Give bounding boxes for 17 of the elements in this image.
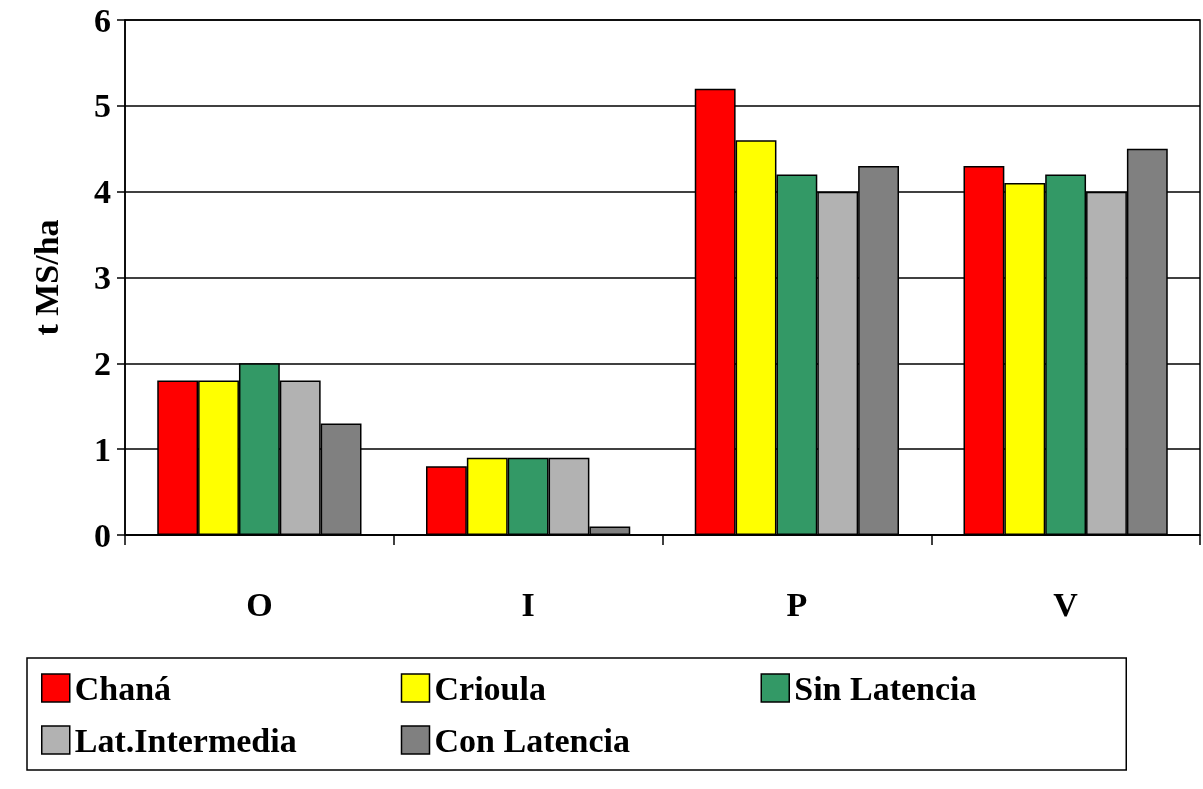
x-tick-label: I	[521, 585, 535, 623]
y-tick-label: 1	[94, 430, 111, 468]
x-tick-label: V	[1053, 585, 1079, 623]
y-tick-label: 0	[94, 516, 111, 554]
y-tick-label: 6	[94, 1, 111, 39]
legend-label: Crioula	[434, 669, 546, 707]
x-tick-label: P	[786, 585, 808, 623]
legend-label: Con Latencia	[434, 721, 630, 759]
y-axis-title: t MS/ha	[27, 219, 65, 336]
y-tick-label: 2	[94, 344, 111, 382]
legend-label: Sin Latencia	[794, 669, 977, 707]
x-tick-label: O	[246, 585, 273, 623]
legend-label: Lat.Intermedia	[74, 721, 297, 759]
legend-label: Chaná	[74, 669, 172, 707]
y-tick-label: 3	[94, 259, 111, 296]
y-tick-label: 5	[94, 87, 111, 125]
y-tick-label: 4	[94, 173, 111, 211]
